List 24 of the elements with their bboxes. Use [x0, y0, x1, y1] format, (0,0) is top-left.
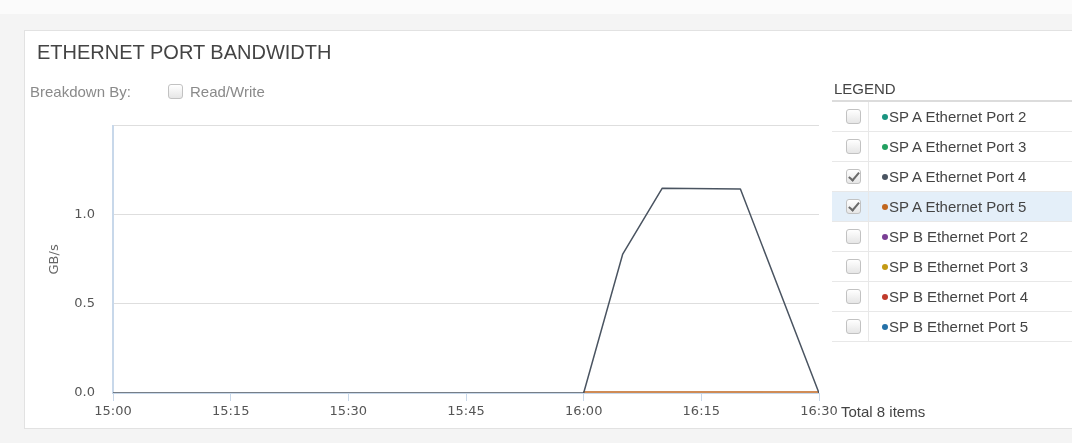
legend-label: SP B Ethernet Port 5 [889, 318, 1028, 335]
x-tick-label: 15:15 [211, 403, 250, 419]
y-tick-label: 0.5 [74, 295, 95, 311]
y-axis-title: GB/s [46, 244, 62, 275]
x-tick-label: 15:00 [94, 403, 132, 419]
legend-label: SP B Ethernet Port 2 [889, 228, 1028, 245]
text: Total 8 items [841, 402, 926, 421]
x-tick-label: 16:15 [682, 403, 721, 419]
chart-title: ETHERNET PORT BANDWIDTH [37, 40, 332, 65]
legend-title: LEGEND [832, 78, 1072, 102]
legend-label: SP A Ethernet Port 4 [889, 168, 1027, 185]
legend-label: SP B Ethernet Port 3 [889, 258, 1028, 275]
x-tick-label: 15:45 [447, 403, 485, 419]
legend-label: SP A Ethernet Port 3 [889, 138, 1027, 155]
x-tick-label: 16:30 [800, 403, 838, 419]
legend-label: SP A Ethernet Port 2 [889, 108, 1027, 125]
y-tick-label: 1.0 [74, 206, 95, 222]
text: Read/Write [190, 82, 265, 101]
text: Breakdown By: [30, 82, 131, 101]
x-tick-label: 16:00 [564, 403, 603, 419]
legend-label: SP A Ethernet Port 5 [889, 198, 1027, 215]
y-tick-label: 0.0 [74, 384, 95, 400]
x-tick-label: 15:30 [329, 403, 368, 419]
legend-label: SP B Ethernet Port 4 [889, 288, 1028, 305]
